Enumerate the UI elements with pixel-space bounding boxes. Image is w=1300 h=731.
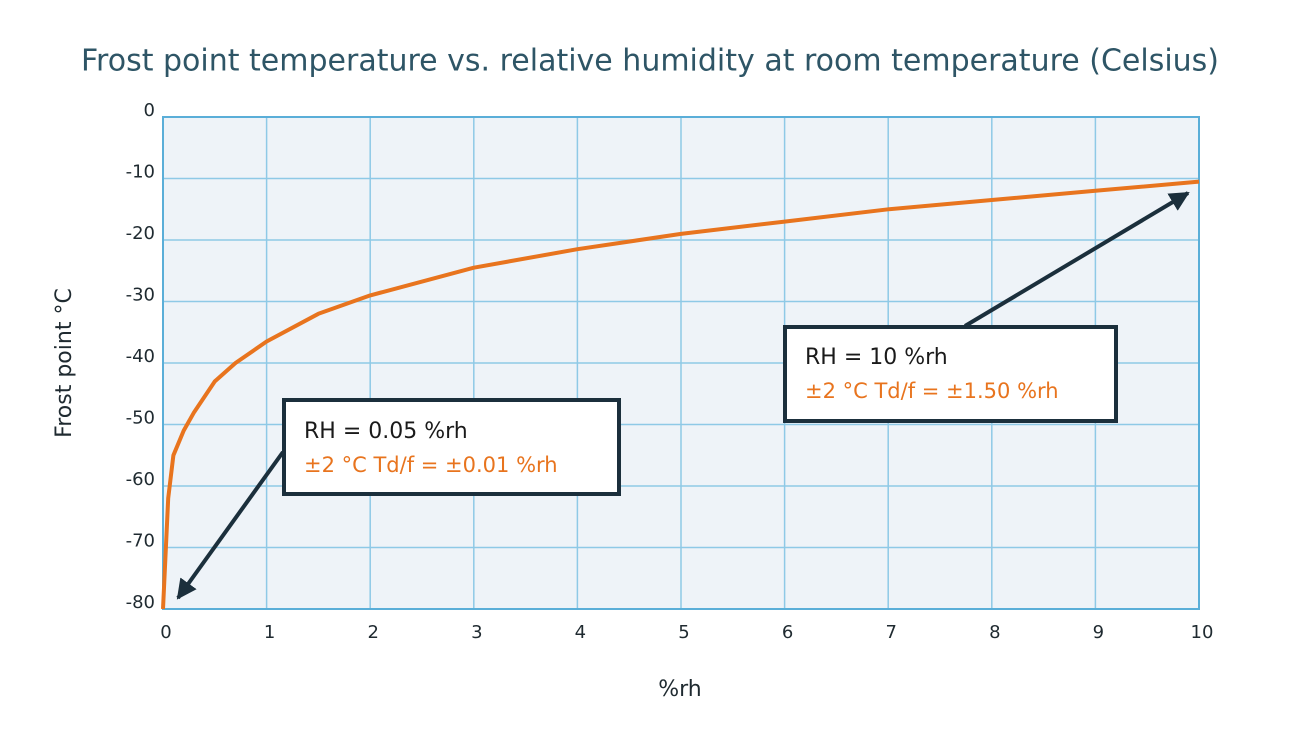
chart-title: Frost point temperature vs. relative hum…	[81, 44, 1219, 79]
x-tick-label: 1	[264, 622, 275, 643]
y-tick-label: -80	[126, 592, 155, 613]
y-tick-label: -50	[126, 408, 155, 429]
x-tick-label: 10	[1191, 622, 1214, 643]
annotation: RH = 0.05 %rh ±2 °C Td/f = ±0.01 %rh	[282, 398, 621, 496]
x-tick-label: 8	[989, 622, 1000, 643]
arrow	[963, 191, 1190, 328]
annotation-box	[282, 398, 621, 496]
annotation-box	[783, 325, 1118, 423]
y-tick-label: -60	[126, 469, 155, 490]
y-tick-label: -30	[126, 285, 155, 306]
x-axis-label: %rh	[658, 677, 702, 702]
y-tick-label: -20	[126, 223, 155, 244]
x-tick-label: 7	[885, 622, 896, 643]
y-tick-label: -40	[126, 346, 155, 367]
y-tick-label: -70	[126, 531, 155, 552]
annotation-text: RH = 0.05 %rh	[304, 419, 468, 444]
y-tick-label: -10	[126, 162, 155, 183]
y-axis-label: Frost point °C	[52, 288, 77, 438]
annotation-detail: ±2 °C Td/f = ±1.50 %rh	[805, 379, 1059, 403]
annotation-text: RH = 10 %rh	[805, 345, 948, 370]
annotation: RH = 10 %rh ±2 °C Td/f = ±1.50 %rh	[783, 325, 1118, 423]
x-tick-label: 9	[1093, 622, 1104, 643]
x-tick-label: 5	[678, 622, 689, 643]
x-tick-label: 4	[575, 622, 586, 643]
x-tick-label: 3	[471, 622, 482, 643]
data-line	[161, 179, 1200, 610]
arrow	[176, 450, 285, 600]
x-tick-label: 6	[782, 622, 793, 643]
plot-border	[162, 116, 1200, 610]
annotation-detail: ±2 °C Td/f = ±0.01 %rh	[304, 453, 558, 477]
y-tick-label: 0	[144, 100, 155, 121]
x-tick-label: 2	[367, 622, 378, 643]
x-tick-label: 0	[160, 622, 171, 643]
